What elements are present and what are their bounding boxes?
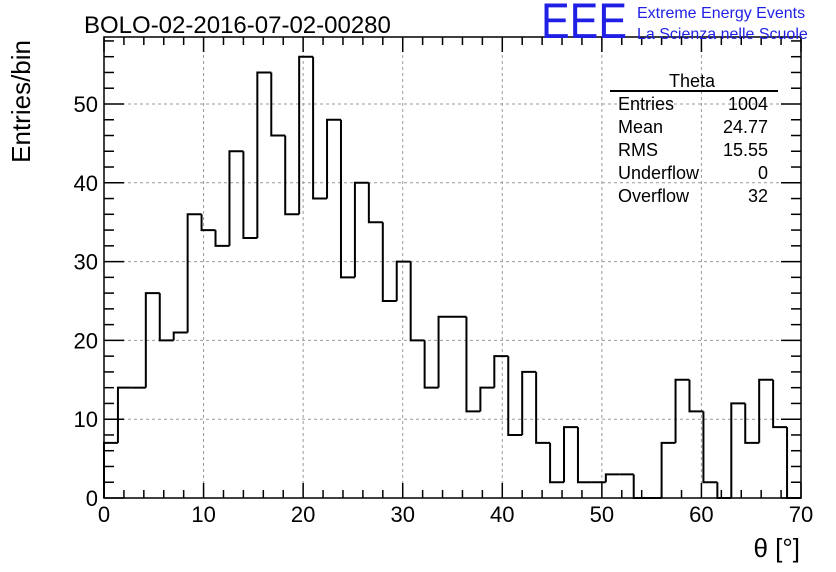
y-tick-label: 30 (74, 250, 98, 275)
x-tick-label: 0 (98, 502, 110, 527)
histogram-bin (409, 261, 425, 342)
axis-ticks (103, 37, 802, 499)
logo-mark: EEE (541, 0, 627, 49)
histogram-bin (116, 386, 132, 443)
x-tick-label: 30 (390, 502, 414, 527)
stats-title: Theta (669, 71, 716, 91)
x-tick-label: 70 (789, 502, 813, 527)
histogram-bin (395, 260, 411, 301)
histogram-bin (535, 371, 551, 444)
logo-line-1: Extreme Energy Events (637, 5, 805, 22)
histogram-bin (298, 55, 314, 215)
histogram-bin (716, 482, 732, 499)
histogram-bin (326, 118, 341, 199)
histogram-bin (549, 442, 565, 484)
x-tick-label: 10 (191, 502, 215, 527)
x-axis-label: θ [°] (753, 533, 800, 563)
stats-value-entries: 1004 (728, 94, 768, 114)
histogram-bin (576, 427, 592, 484)
stats-label-entries: Entries (618, 94, 674, 114)
stats-label-underflow: Underflow (618, 163, 700, 183)
histogram-bin (270, 72, 286, 137)
y-tick-label: 40 (74, 171, 98, 196)
y-axis-label: Entries/bin (6, 40, 36, 163)
stats-value-mean: 24.77 (723, 117, 768, 137)
histogram-bin (381, 222, 397, 302)
histogram-bin (479, 386, 495, 412)
histogram-bin (256, 71, 272, 238)
y-tick-labels: 0 10 20 30 40 50 (74, 92, 98, 511)
histogram-bin (688, 379, 704, 413)
stats-label-rms: RMS (618, 140, 658, 160)
histogram-bin (730, 402, 746, 498)
y-tick-label: 10 (74, 407, 98, 432)
plot-frame (103, 36, 802, 499)
x-tick-label: 20 (291, 502, 315, 527)
histogram-bin (353, 181, 369, 278)
histogram-bin (604, 473, 620, 483)
histogram-bin (228, 150, 244, 246)
histogram-bin (242, 151, 258, 239)
histogram-bin (744, 403, 760, 444)
histogram-bin (674, 378, 690, 443)
histogram-bin (702, 411, 718, 484)
histogram-bin (758, 378, 774, 443)
histogram-bin (507, 356, 523, 436)
y-tick-label: 0 (86, 486, 98, 511)
stats-value-rms: 15.55 (723, 140, 768, 160)
histogram-bin (312, 56, 328, 200)
histogram-bin (493, 355, 509, 388)
histogram-bin (367, 182, 383, 224)
histogram-bin (186, 213, 202, 333)
stats-value-underflow: 0 (758, 163, 768, 183)
histogram-bin (284, 135, 300, 216)
histogram-bin (158, 293, 174, 342)
eee-logo: EEE Extreme Energy Events La Scienza nel… (541, 0, 808, 49)
x-tick-label: 60 (689, 502, 713, 527)
histogram-bin (437, 315, 453, 388)
histogram-bin (563, 426, 578, 483)
run-title: BOLO-02-2016-07-02-00280 (84, 12, 391, 39)
histogram-bin (214, 230, 230, 247)
histogram-bin (786, 427, 801, 499)
logo-line-2: La Scienza nelle Scuole (637, 26, 808, 43)
stats-label-mean: Mean (618, 117, 663, 137)
histogram-bin (632, 474, 648, 499)
y-tick-label: 50 (74, 92, 98, 117)
y-tick-label: 20 (74, 328, 98, 353)
stats-value-overflow: 32 (748, 186, 768, 206)
histogram-bin (339, 119, 355, 279)
histogram-bars (103, 55, 801, 499)
stats-box: Theta Entries 1004 Mean 24.77 RMS 15.55 … (610, 71, 778, 206)
grid-lines (104, 37, 801, 498)
stats-label-overflow: Overflow (618, 186, 690, 206)
histogram-bin (465, 316, 481, 413)
histogram-bin (772, 379, 788, 429)
histogram-bin (172, 331, 188, 341)
histogram-bin (144, 292, 160, 388)
x-tick-label: 50 (590, 502, 614, 527)
histogram-bin (423, 340, 439, 389)
x-tick-labels: 0 10 20 30 40 50 60 70 (98, 502, 813, 527)
x-tick-label: 40 (490, 502, 514, 527)
histogram-bin (200, 214, 216, 232)
histogram-bin (521, 370, 537, 435)
histogram-bin (660, 441, 676, 498)
